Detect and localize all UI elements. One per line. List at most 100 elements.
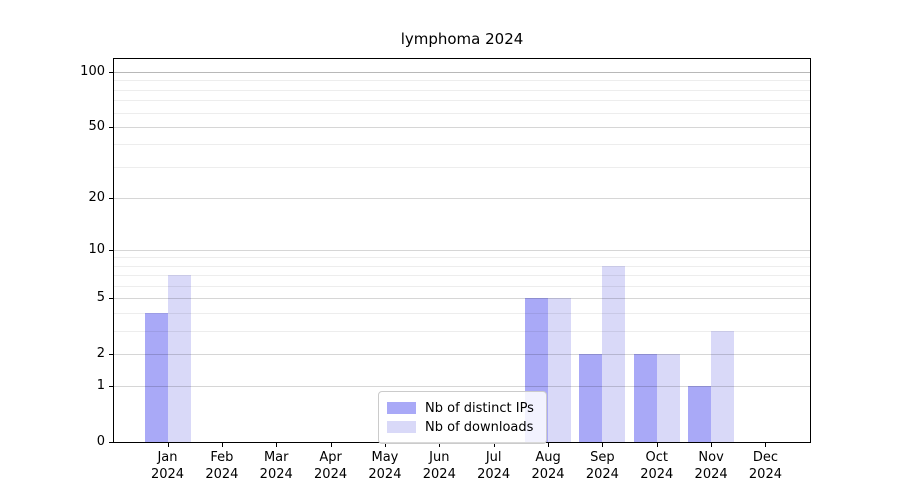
x-tick-year: 2024 [748, 467, 782, 482]
x-tick-year: 2024 [259, 467, 293, 482]
gridline-minor [114, 265, 810, 267]
x-tick-mark [548, 443, 550, 447]
y-tick-label: 0 [96, 434, 105, 449]
legend-swatch-distinct-ips [387, 402, 416, 414]
x-tick-mark [330, 443, 332, 447]
gridline-minor [114, 330, 810, 332]
bar-distinct-ips [633, 353, 657, 442]
gridline-major [114, 126, 810, 128]
bar-distinct-ips [579, 353, 603, 442]
x-tick-month: Dec [752, 450, 779, 465]
gridline-major [114, 72, 810, 74]
gridline-major [114, 198, 810, 199]
bar-downloads [602, 265, 626, 442]
x-tick-label: Jan 2024 [138, 449, 198, 483]
y-tick-label: 50 [88, 118, 105, 134]
x-tick-month: Sep [590, 450, 615, 465]
gridline-minor [114, 89, 810, 91]
x-tick-month: Nov [698, 450, 724, 465]
gridline-minor [114, 257, 810, 259]
plot-area: Nb of distinct IPs Nb of downloads [113, 58, 811, 444]
y-tick-label: 20 [88, 190, 105, 205]
x-tick-year: 2024 [422, 467, 456, 482]
gridline-minor [114, 275, 810, 277]
x-tick-mark [711, 443, 713, 447]
gridline-minor [114, 112, 810, 114]
gridline-minor [114, 166, 810, 168]
x-tick-year: 2024 [368, 467, 402, 482]
x-tick-label: Aug 2024 [518, 449, 578, 483]
bar-distinct-ips [688, 386, 712, 442]
legend-entry-distinct-ips: Nb of distinct IPs [387, 399, 534, 417]
bar-downloads [548, 298, 572, 442]
x-tick-month: Jan [157, 450, 178, 465]
x-tick-year: 2024 [640, 467, 674, 482]
x-tick-label: Jul 2024 [464, 449, 524, 483]
y-tick-label: 1 [96, 378, 105, 394]
y-tick-label: 10 [88, 241, 105, 257]
x-tick-mark [602, 443, 604, 447]
y-tick-mark [109, 198, 113, 199]
gridline-minor [114, 144, 810, 146]
x-tick-label: Dec 2024 [735, 449, 795, 483]
x-tick-mark [656, 443, 658, 447]
x-tick-month: Oct [645, 450, 668, 465]
y-tick-mark [109, 386, 113, 388]
y-tick-label: 100 [80, 64, 105, 80]
gridline-minor [114, 286, 810, 288]
x-tick-mark [493, 443, 495, 447]
y-tick-mark [109, 126, 113, 128]
x-tick-mark [221, 443, 223, 447]
y-tick-label: 5 [96, 290, 105, 306]
x-tick-label: Mar 2024 [246, 449, 306, 483]
x-tick-mark [439, 443, 441, 447]
x-tick-year: 2024 [585, 467, 619, 482]
x-tick-label: May 2024 [355, 449, 415, 483]
x-tick-month: Jun [429, 450, 450, 465]
x-tick-label: Apr 2024 [301, 449, 361, 483]
x-tick-month: Feb [210, 450, 234, 465]
x-tick-mark [765, 443, 767, 447]
y-tick-mark [109, 249, 113, 251]
legend: Nb of distinct IPs Nb of downloads [378, 391, 547, 444]
gridline-major [114, 353, 810, 355]
x-tick-label: Jun 2024 [409, 449, 469, 483]
x-tick-month: Aug [535, 450, 561, 465]
x-tick-mark [276, 443, 278, 447]
x-tick-month: Mar [263, 450, 289, 465]
bar-downloads [656, 353, 680, 442]
y-tick-mark [109, 442, 113, 443]
x-tick-label: Oct 2024 [627, 449, 687, 483]
bar-downloads [711, 330, 735, 442]
x-tick-month: Apr [319, 450, 342, 465]
legend-entry-downloads: Nb of downloads [387, 418, 534, 436]
x-tick-year: 2024 [314, 467, 348, 482]
x-tick-mark [167, 443, 169, 447]
x-tick-label: Sep 2024 [572, 449, 632, 483]
legend-label: Nb of downloads [425, 419, 534, 435]
y-tick-label: 2 [96, 345, 105, 361]
y-tick-mark [109, 353, 113, 355]
legend-label: Nb of distinct IPs [425, 400, 534, 416]
x-tick-month: Jul [485, 450, 502, 465]
x-tick-month: May [371, 450, 399, 465]
gridline-minor [114, 80, 810, 82]
bar-downloads [167, 275, 191, 442]
x-tick-year: 2024 [477, 467, 511, 482]
gridline-major [114, 298, 810, 300]
x-tick-year: 2024 [531, 467, 565, 482]
legend-swatch-downloads [387, 421, 416, 433]
bar-distinct-ips [144, 313, 168, 442]
x-tick-year: 2024 [694, 467, 728, 482]
gridline-minor [114, 100, 810, 102]
gridline-major [114, 249, 810, 251]
x-tick-label: Nov 2024 [681, 449, 741, 483]
x-tick-mark [384, 443, 386, 447]
gridline-minor [114, 313, 810, 315]
gridline-major [114, 386, 810, 388]
chart-title: lymphoma 2024 [400, 30, 524, 48]
y-tick-mark [109, 298, 113, 300]
x-tick-year: 2024 [150, 467, 185, 482]
y-tick-mark [109, 72, 113, 74]
